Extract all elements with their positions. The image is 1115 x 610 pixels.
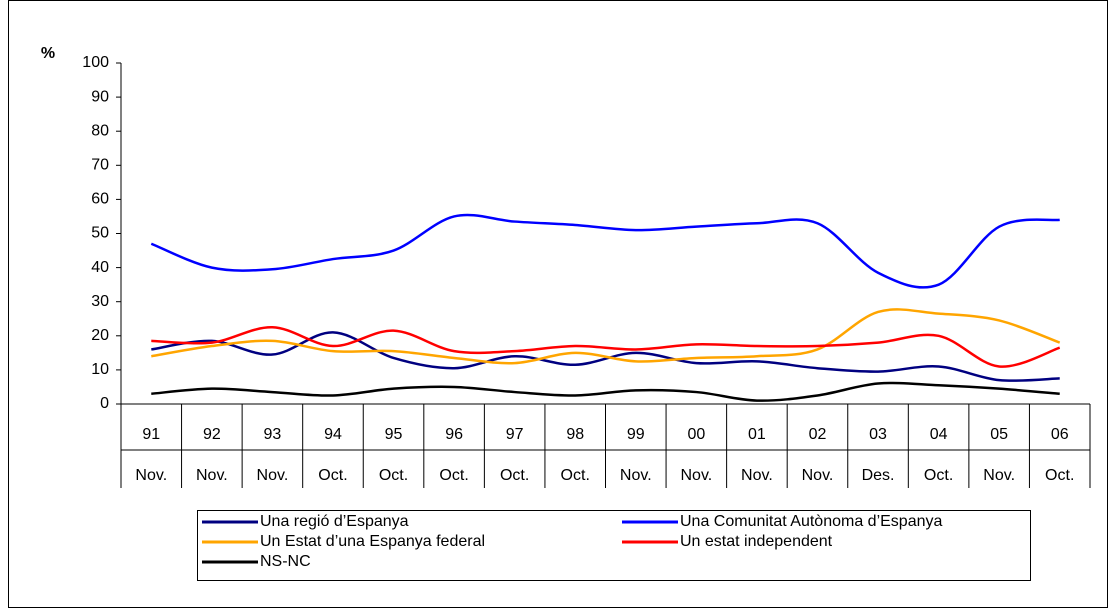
y-tick-label: 50 bbox=[91, 225, 109, 242]
x-tick-sublabel: Oct. bbox=[561, 467, 590, 484]
x-tick-sublabel: Nov. bbox=[983, 467, 1015, 484]
series-line bbox=[151, 381, 1060, 402]
x-tick-sublabel: Oct. bbox=[379, 467, 408, 484]
y-tick-label: 80 bbox=[91, 122, 109, 139]
x-tick-sublabel: Nov. bbox=[257, 467, 289, 484]
series-line bbox=[151, 308, 1061, 365]
x-tick-label: 05 bbox=[990, 426, 1008, 443]
y-tick-label: 10 bbox=[91, 361, 109, 378]
y-tick-label: 20 bbox=[91, 327, 109, 344]
x-tick-sublabel: Oct. bbox=[924, 467, 953, 484]
x-tick-sublabel: Oct. bbox=[318, 467, 347, 484]
x-tick-sublabel: Oct. bbox=[439, 467, 468, 484]
x-tick-label: 93 bbox=[264, 426, 282, 443]
x-tick-sublabel: Oct. bbox=[500, 467, 529, 484]
x-tick-label: 02 bbox=[809, 426, 827, 443]
x-tick-label: 94 bbox=[324, 426, 342, 443]
legend-box bbox=[197, 510, 1031, 581]
legend-label: Una Comunitat Autònoma d’Espanya bbox=[680, 513, 942, 530]
x-tick-label: 01 bbox=[748, 426, 766, 443]
y-tick-label: 100 bbox=[82, 54, 109, 71]
series-line bbox=[151, 326, 1061, 368]
legend-label: NS-NC bbox=[260, 553, 311, 570]
y-tick-label: 60 bbox=[91, 191, 109, 208]
x-tick-sublabel: Nov. bbox=[620, 467, 652, 484]
y-tick-label: 70 bbox=[91, 157, 109, 174]
x-tick-sublabel: Nov. bbox=[135, 467, 167, 484]
x-tick-label: 95 bbox=[385, 426, 403, 443]
legend-label: Un Estat d’una Espanya federal bbox=[260, 533, 485, 550]
x-tick-label: 98 bbox=[566, 426, 584, 443]
x-tick-label: 99 bbox=[627, 426, 645, 443]
x-tick-sublabel: Des. bbox=[862, 467, 895, 484]
y-tick-label: 40 bbox=[91, 259, 109, 276]
x-tick-label: 06 bbox=[1051, 426, 1069, 443]
series-line bbox=[150, 213, 1060, 289]
x-tick-label: 97 bbox=[506, 426, 524, 443]
y-tick-label: 30 bbox=[91, 293, 109, 310]
x-tick-label: 04 bbox=[930, 426, 948, 443]
legend-label: Una regió d’Espanya bbox=[260, 513, 409, 530]
y-tick-label: 90 bbox=[91, 88, 109, 105]
x-tick-sublabel: Nov. bbox=[741, 467, 773, 484]
x-tick-sublabel: Nov. bbox=[196, 467, 228, 484]
legend-label: Un estat independent bbox=[680, 533, 833, 550]
chart-border bbox=[8, 0, 1108, 608]
x-tick-label: 96 bbox=[445, 426, 463, 443]
y-tick-label: 0 bbox=[100, 395, 109, 412]
series-line bbox=[151, 331, 1060, 382]
x-tick-sublabel: Nov. bbox=[802, 467, 834, 484]
x-tick-sublabel: Nov. bbox=[680, 467, 712, 484]
x-tick-label: 00 bbox=[687, 426, 705, 443]
x-tick-label: 92 bbox=[203, 426, 221, 443]
x-tick-label: 03 bbox=[869, 426, 887, 443]
x-tick-label: 91 bbox=[142, 426, 160, 443]
y-axis-label: % bbox=[41, 45, 55, 62]
x-tick-sublabel: Oct. bbox=[1045, 467, 1074, 484]
